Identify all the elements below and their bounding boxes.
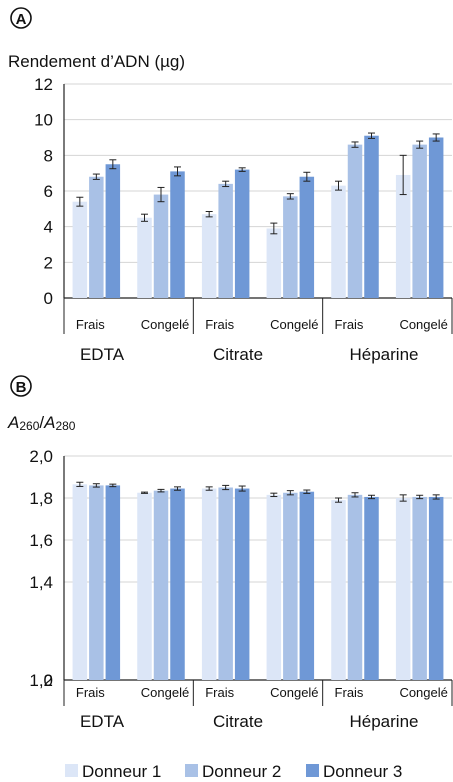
legend-label-donneur-1: Donneur 1 bbox=[82, 762, 161, 781]
panel-b-badge bbox=[10, 375, 32, 397]
bar bbox=[283, 196, 298, 298]
legend: Donneur 1 Donneur 2 Donneur 3 bbox=[65, 762, 402, 781]
bar bbox=[72, 201, 88, 298]
x-group-label: Citrate bbox=[213, 712, 263, 731]
bar bbox=[234, 488, 250, 680]
bar bbox=[137, 217, 152, 298]
y-tick-label: 1,2 bbox=[29, 671, 53, 690]
panel-b-label: B bbox=[16, 379, 27, 396]
y-tick-label: 8 bbox=[44, 146, 53, 165]
bar bbox=[266, 228, 282, 298]
y-tick-label: 0 bbox=[44, 671, 53, 690]
bar bbox=[266, 494, 282, 680]
bar bbox=[218, 183, 233, 298]
panel-b-ylabel-a2: A bbox=[43, 413, 55, 432]
x-category-label: Frais bbox=[205, 317, 234, 332]
panel-b-ylabel-sep: / bbox=[39, 413, 44, 432]
bar bbox=[170, 488, 185, 680]
legend-label-donneur-3: Donneur 3 bbox=[323, 762, 402, 781]
x-category-label: Frais bbox=[335, 685, 364, 700]
bar bbox=[364, 135, 379, 298]
x-group-label: Héparine bbox=[350, 712, 419, 731]
x-category-label: Congelé bbox=[141, 685, 189, 700]
panel-a-y-axis-title: Rendement d’ADN (µg) bbox=[8, 52, 185, 71]
x-category-label: Congelé bbox=[270, 317, 318, 332]
legend-swatch-donneur-3 bbox=[306, 764, 319, 777]
x-category-label: Frais bbox=[76, 317, 105, 332]
bar bbox=[347, 144, 363, 298]
panel-a-label: A bbox=[16, 11, 27, 28]
x-group-label: Citrate bbox=[213, 345, 263, 364]
bar bbox=[201, 488, 217, 680]
bar bbox=[72, 484, 88, 680]
bar bbox=[170, 171, 185, 298]
x-group-label: EDTA bbox=[80, 345, 125, 364]
x-category-label: Congelé bbox=[399, 317, 447, 332]
bar bbox=[201, 214, 217, 298]
bar bbox=[428, 496, 444, 680]
bar bbox=[331, 185, 346, 298]
bar bbox=[234, 169, 250, 298]
bar bbox=[283, 492, 298, 680]
bar bbox=[395, 174, 411, 298]
x-category-label: Frais bbox=[335, 317, 364, 332]
bar bbox=[89, 176, 104, 298]
bar bbox=[347, 494, 363, 680]
y-tick-label: 1,6 bbox=[29, 531, 53, 550]
x-group-label: Héparine bbox=[350, 345, 419, 364]
bar bbox=[428, 137, 444, 298]
x-category-label: Frais bbox=[205, 685, 234, 700]
bar bbox=[105, 485, 121, 680]
panel-b-ylabel-a1: A bbox=[7, 413, 19, 432]
x-group-label: EDTA bbox=[80, 712, 125, 731]
y-tick-label: 10 bbox=[34, 111, 53, 130]
panel-b-ylabel-sub2: 280 bbox=[55, 419, 75, 433]
bar bbox=[89, 485, 104, 680]
bar bbox=[153, 490, 169, 680]
bar bbox=[137, 492, 152, 680]
bar bbox=[105, 164, 121, 298]
panel-b-plot: 01,2 1,4 1,6 1,8 2,0 Frais Congelé Frais Congelé… bbox=[29, 447, 453, 731]
y-tick-label: 12 bbox=[34, 75, 53, 94]
y-tick-label: 2 bbox=[44, 253, 53, 272]
bar bbox=[364, 496, 379, 680]
legend-swatch-donneur-1 bbox=[65, 764, 78, 777]
bar bbox=[299, 491, 315, 680]
bar bbox=[412, 144, 427, 298]
bar bbox=[395, 498, 411, 680]
y-tick-label: 4 bbox=[44, 218, 53, 237]
panel-b-ylabel-sub1: 260 bbox=[19, 419, 39, 433]
bar bbox=[218, 487, 233, 680]
x-category-label: Congelé bbox=[270, 685, 318, 700]
legend-swatch-donneur-2 bbox=[185, 764, 198, 777]
legend-label-donneur-2: Donneur 2 bbox=[202, 762, 281, 781]
bar bbox=[299, 176, 315, 298]
y-tick-label: 6 bbox=[44, 182, 53, 201]
panel-a-badge bbox=[10, 7, 32, 29]
y-tick-label: 1,4 bbox=[29, 573, 53, 592]
bar bbox=[331, 500, 346, 680]
x-category-label: Frais bbox=[76, 685, 105, 700]
panel-a: A Rendement d’ADN (µg) 0 2 4 6 8 10 12 Frais Con… bbox=[8, 7, 453, 364]
bar bbox=[412, 496, 427, 680]
panel-b-y-axis-title: A260/A280 bbox=[7, 413, 76, 433]
x-category-label: Congelé bbox=[399, 685, 447, 700]
y-tick-label: 0 bbox=[44, 289, 53, 308]
y-tick-label: 2,0 bbox=[29, 447, 53, 466]
bar bbox=[153, 194, 169, 298]
x-category-label: Congelé bbox=[141, 317, 189, 332]
panel-a-plot: 0 2 4 6 8 10 12 Frais Congelé Frais Congelé Frais Co… bbox=[34, 75, 453, 364]
y-tick-label: 1,8 bbox=[29, 489, 53, 508]
